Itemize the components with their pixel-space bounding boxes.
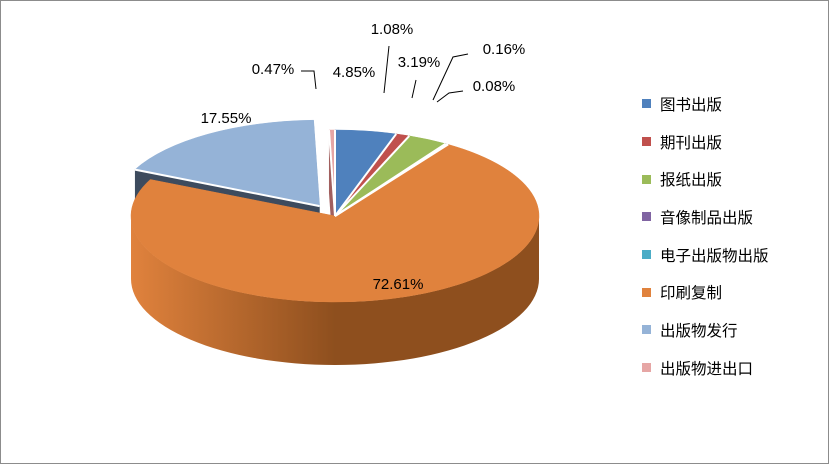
pie-slice-5 xyxy=(130,144,540,303)
pie-slice-6 xyxy=(134,119,320,207)
legend-swatch xyxy=(642,99,651,109)
slice-separator xyxy=(134,168,320,208)
legend-item: 音像制品出版 xyxy=(642,198,769,236)
legend-item: 电子出版物出版 xyxy=(642,236,769,274)
leader-line xyxy=(436,90,464,103)
data-label: 0.47% xyxy=(252,61,295,78)
legend-item: 印刷复制 xyxy=(642,273,769,311)
data-label: 3.19% xyxy=(398,54,441,71)
legend-swatch xyxy=(642,287,651,297)
legend-swatch xyxy=(642,137,651,147)
legend-label: 电子出版物出版 xyxy=(660,246,769,265)
legend-item: 图书出版 xyxy=(642,85,769,123)
data-label: 17.55% xyxy=(201,110,252,127)
legend-item: 期刊出版 xyxy=(642,123,769,161)
legend-label: 图书出版 xyxy=(660,95,723,114)
legend-label: 印刷复制 xyxy=(660,284,723,303)
data-label: 0.08% xyxy=(473,78,516,95)
data-label: 4.85% xyxy=(333,64,376,81)
pie-slice-wall xyxy=(131,216,539,365)
leader-line xyxy=(432,53,469,101)
leader-line xyxy=(383,45,390,94)
legend-swatch xyxy=(642,174,651,184)
legend-item: 出版物进出口 xyxy=(642,349,769,387)
legend-label: 出版物进出口 xyxy=(660,359,754,378)
slice-separator xyxy=(334,133,398,217)
data-label: 1.08% xyxy=(371,21,414,38)
legend-label: 期刊出版 xyxy=(660,133,723,152)
data-label: 0.16% xyxy=(483,41,526,58)
data-label: 72.61% xyxy=(373,276,424,293)
legend: 图书出版期刊出版报纸出版音像制品出版 电子出版物出版 印刷复制出版物发行出版物进出口 xyxy=(642,85,769,387)
legend-label: 音像制品出版 xyxy=(660,208,754,227)
slice-separator xyxy=(327,129,336,217)
legend-swatch xyxy=(642,250,651,260)
legend-label: 报纸出版 xyxy=(660,171,723,190)
leader-line xyxy=(411,79,417,99)
legend-label: 出版物发行 xyxy=(660,321,738,340)
leader-line xyxy=(301,70,317,90)
slice-separator xyxy=(334,135,411,217)
legend-item: 出版物发行 xyxy=(642,311,769,349)
slice-separator xyxy=(334,143,449,217)
legend-swatch xyxy=(642,212,651,222)
legend-item: 报纸出版 xyxy=(642,160,769,198)
legend-swatch xyxy=(642,363,651,373)
pie-slices xyxy=(130,119,540,303)
data-labels: 4.85% 1.08% 3.19% 0.16% 0.08% 72.61% 17.55% 0.4… xyxy=(201,21,526,293)
legend-swatch xyxy=(642,325,651,335)
